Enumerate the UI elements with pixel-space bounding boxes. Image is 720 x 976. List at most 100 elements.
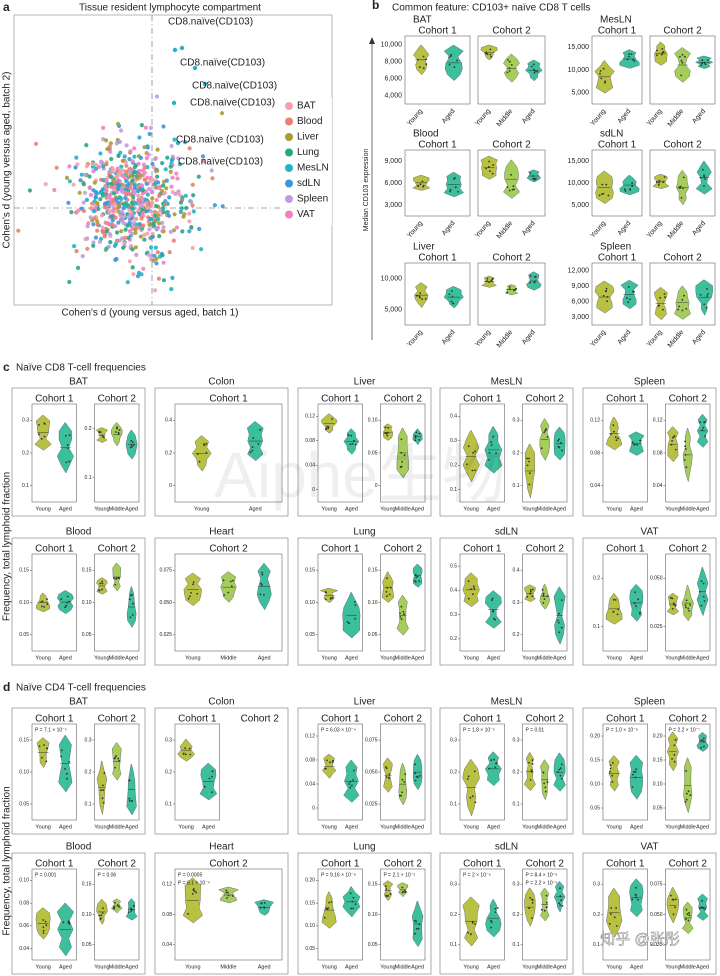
- violin-dot: [414, 439, 416, 442]
- violin-dot: [113, 757, 116, 760]
- scatter-dot: [164, 210, 170, 215]
- x-tick-label: Young: [463, 964, 478, 970]
- scatter-dot: [85, 224, 90, 229]
- violin-dot: [674, 906, 676, 909]
- scatter-dot: [92, 216, 97, 221]
- y-tick-label: 0.1: [513, 801, 520, 807]
- violin-dot: [99, 582, 102, 585]
- violin-dot: [417, 927, 420, 930]
- violin-dot: [187, 597, 190, 600]
- cohort-title: Cohort 1: [35, 394, 74, 405]
- y-tick-label: 0.15: [19, 737, 29, 743]
- violin-dot: [534, 280, 536, 283]
- violin-dot: [195, 891, 198, 894]
- tissue-frame: [582, 537, 717, 666]
- y-tick-label: 15,000: [568, 158, 590, 165]
- violin-dot: [673, 760, 676, 763]
- x-tick-label: Young: [463, 655, 478, 661]
- x-tick-label: Middle: [395, 655, 411, 661]
- violin-dot: [544, 786, 547, 789]
- violin-dot: [560, 763, 563, 766]
- violin-dot: [101, 580, 103, 583]
- violin-dot: [684, 453, 687, 456]
- scatter-dot: [91, 243, 96, 248]
- scatter-dot: [95, 219, 100, 224]
- violin-dot: [64, 606, 66, 609]
- violin-dot: [493, 617, 495, 620]
- scatter-dot: [160, 229, 165, 234]
- violin-dot: [474, 801, 477, 804]
- violin-dot: [414, 772, 416, 775]
- violin-dot: [261, 571, 263, 574]
- legend-label: Lung: [297, 147, 319, 158]
- watermark: Aiphe生物: [214, 439, 506, 511]
- violin-dot: [608, 922, 611, 925]
- violin-dot: [132, 444, 135, 446]
- tissue-title: MesLN: [600, 15, 632, 26]
- tissue-frame: [154, 387, 289, 517]
- violin-dot: [116, 426, 118, 429]
- violin-dot: [492, 435, 495, 438]
- violin-dot: [490, 759, 493, 761]
- violin-dot: [671, 758, 673, 760]
- x-tick-label: Young: [665, 964, 680, 970]
- y-tick-label: 0.2: [450, 912, 457, 918]
- y-axis-label: Median CD103 expression: [363, 149, 370, 232]
- violin-dot: [558, 621, 560, 624]
- violin-dot: [259, 593, 262, 596]
- cohort-title: Cohort 2: [669, 714, 708, 725]
- violin-dot: [486, 53, 489, 56]
- scatter-dot: [156, 216, 161, 222]
- violin-dot: [354, 604, 357, 606]
- violin-dot: [324, 767, 326, 770]
- scatter-dot: [81, 208, 86, 214]
- violin-dot: [205, 451, 208, 454]
- scatter-dot: [174, 225, 179, 230]
- tissue-frame: [439, 537, 574, 666]
- p-value: P = 1.0 × 10⁻⁸: [606, 727, 638, 733]
- scatter-dot: [128, 173, 134, 178]
- scatter-dot: [131, 194, 136, 200]
- scatter-dot: [95, 228, 100, 233]
- violin-dot: [526, 464, 529, 467]
- violin-dot: [331, 596, 334, 599]
- scatter-dot: [210, 176, 215, 181]
- tissue-title: Colon: [208, 697, 234, 708]
- x-tick-label: Middle: [109, 824, 125, 830]
- violin-dot: [456, 59, 458, 62]
- cohort-frame: [404, 262, 471, 326]
- violin-dot: [559, 774, 562, 777]
- scatter-dot: [107, 209, 112, 214]
- violin-dot: [488, 458, 490, 461]
- tissue-title: BAT: [413, 15, 432, 26]
- scatter-dot: [116, 153, 121, 158]
- scatter-dot: [109, 156, 114, 162]
- scatter-dot: [136, 194, 141, 199]
- violin-dot: [471, 795, 474, 798]
- y-tick-label: 0.3: [450, 737, 457, 743]
- violin-dot: [672, 913, 675, 916]
- violin-dot: [118, 905, 120, 908]
- scatter-dot: [141, 223, 146, 228]
- scatter-dot: [69, 210, 74, 215]
- violin-dot: [325, 591, 327, 594]
- violin-dot: [533, 63, 535, 66]
- scatter-dot: [129, 200, 135, 205]
- cohort-frame: [591, 149, 643, 217]
- tissue-title: Liver: [354, 377, 376, 388]
- scatter-dot: [202, 81, 208, 87]
- scatter-dot: [190, 182, 195, 187]
- violin-dot: [66, 444, 69, 447]
- violin-dot: [679, 187, 681, 190]
- scatter-dot: [145, 145, 150, 150]
- scatter-dot: [107, 144, 112, 149]
- violin-dot: [529, 897, 532, 899]
- cohort-frame: [591, 262, 643, 326]
- violin-dot: [700, 64, 703, 67]
- scatter-dot: [111, 191, 117, 196]
- violin-dot: [606, 296, 609, 298]
- x-tick-label: Aged: [125, 824, 138, 830]
- scatter-dot: [110, 165, 115, 170]
- y-tick-label: 0.10: [19, 769, 29, 775]
- scatter-dot: [179, 45, 185, 51]
